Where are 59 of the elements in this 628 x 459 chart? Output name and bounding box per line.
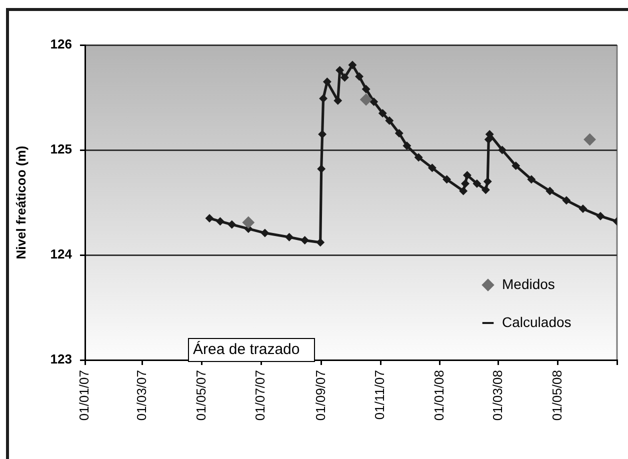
point [462,180,469,188]
point [340,74,348,82]
point [443,176,450,184]
point [546,187,554,195]
y-axis-title: Nivel freáticoo (m) [13,146,28,260]
point [464,172,471,179]
x-tick-label: 01/11/07 [372,370,388,420]
point [323,78,331,86]
point [584,134,596,146]
x-tick-label: 01/07/07 [252,370,268,421]
point [362,85,370,93]
point [482,186,490,194]
point [242,216,254,228]
point [334,96,342,104]
point [301,236,309,244]
point [562,196,570,204]
point [316,238,324,246]
point [378,110,386,117]
point [528,176,536,184]
annotation: Área de trazado [188,338,315,362]
x-tick-label: 01/01/08 [432,370,447,421]
point [428,164,436,172]
point [356,72,363,80]
point [360,94,372,106]
point [386,116,394,124]
point [206,214,214,222]
point [460,187,468,195]
point [579,205,587,212]
point [395,130,403,137]
point [498,146,506,154]
point [261,229,269,237]
point [484,136,492,144]
point [318,165,326,173]
point [320,94,327,102]
point [318,130,326,138]
point [370,98,378,106]
point [286,233,293,241]
point [216,218,224,226]
y-tick-label: 125 [50,142,72,157]
y-tick-label: 126 [50,36,72,52]
x-tick-label: 01/05/08 [549,370,564,421]
legend-label: Medidos [502,276,555,292]
point [403,142,411,150]
y-tick-label: 123 [50,352,72,367]
point [336,66,344,74]
point [228,220,236,228]
x-tick-label: 01/01/07 [76,370,92,421]
point [512,162,520,170]
y-tick-label: 124 [50,246,73,262]
x-tick-label: 01/05/07 [193,370,208,421]
x-tick-label: 01/03/07 [134,370,149,421]
point [484,178,492,186]
point [596,212,604,220]
point [473,180,481,188]
x-tick-label: 01/09/07 [312,370,328,421]
point [348,61,356,69]
legend-label: Calculados [502,314,572,330]
x-tick-label: 01/03/08 [490,370,505,421]
point [414,154,422,162]
